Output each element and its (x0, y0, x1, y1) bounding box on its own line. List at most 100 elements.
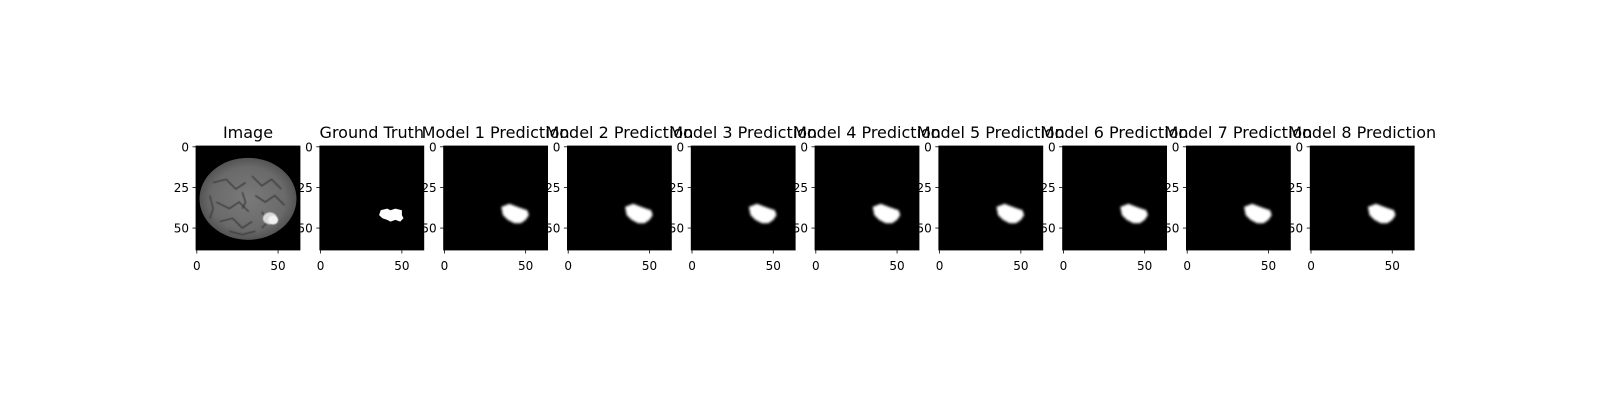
y-tick-label: 25 (917, 181, 932, 195)
image-area (815, 146, 919, 250)
axes-frame (319, 145, 425, 251)
axes-frame (690, 145, 796, 251)
x-tick-label: 50 (1013, 259, 1028, 273)
axes-frame (1062, 145, 1167, 251)
image-background (815, 146, 919, 250)
y-tick-label: 0 (553, 140, 561, 154)
x-tick-label: 50 (766, 259, 781, 273)
x-tick-label: 50 (1137, 259, 1152, 273)
y-tick-label: 50 (793, 222, 808, 236)
x-tick-label: 50 (394, 259, 409, 273)
y-tick-label: 25 (793, 181, 808, 195)
axes-frame (567, 145, 672, 251)
y-tick-label: 0 (800, 140, 808, 154)
image-background (938, 146, 1043, 250)
image-background (1186, 146, 1291, 250)
subplot-1: Image 0 25 50 0 50 (174, 123, 301, 273)
predicted-mask (748, 203, 777, 224)
subplot-title: Model 6 Prediction (1041, 123, 1189, 142)
image-background (319, 146, 424, 250)
subplot-title: Model 5 Prediction (917, 123, 1065, 142)
image-background (567, 146, 672, 250)
axes-frame (814, 145, 920, 251)
y-tick-label: 0 (1296, 140, 1304, 154)
y-tick-label: 0 (924, 140, 932, 154)
y-tick-label: 50 (174, 222, 189, 236)
subplot-grid: Image 0 25 50 0 50 Ground Truth 0 25 50 0 50 Model 1… (174, 123, 1436, 273)
ground-truth-mask (379, 208, 404, 222)
subplot-title: Model 3 Prediction (669, 123, 817, 142)
subplot-title: Model 8 Prediction (1288, 123, 1436, 142)
axes-frame (938, 145, 1044, 251)
image-background (1310, 146, 1415, 250)
y-tick-label: 50 (298, 222, 313, 236)
image-area (1310, 146, 1415, 250)
predicted-mask (872, 203, 901, 224)
x-tick-label: 50 (518, 259, 533, 273)
axes-frame (443, 145, 549, 251)
y-tick-label: 25 (174, 181, 189, 195)
x-tick-label: 0 (1183, 259, 1191, 273)
y-tick-label: 0 (305, 140, 313, 154)
image-area (1062, 146, 1167, 250)
image-area (1186, 146, 1291, 250)
subplot-title: Model 4 Prediction (793, 123, 941, 142)
subplot-title: Image (223, 123, 273, 142)
x-tick-label: 50 (1385, 259, 1400, 273)
image-area (691, 146, 796, 250)
y-tick-label: 0 (1172, 140, 1180, 154)
subplot-title: Model 1 Prediction (422, 123, 570, 142)
x-tick-label: 0 (1060, 259, 1068, 273)
predicted-mask (625, 203, 653, 224)
x-tick-label: 50 (889, 259, 904, 273)
y-tick-label: 25 (421, 181, 436, 195)
tumor-region (262, 212, 279, 225)
predicted-mask (1367, 203, 1396, 224)
predicted-mask (1244, 203, 1272, 224)
image-background (691, 146, 796, 250)
y-tick-label: 25 (298, 181, 313, 195)
y-tick-label: 25 (1288, 181, 1303, 195)
y-tick-label: 0 (1048, 140, 1056, 154)
y-tick-label: 25 (1040, 181, 1055, 195)
predicted-mask (501, 203, 529, 224)
y-tick-label: 0 (677, 140, 685, 154)
y-tick-label: 25 (545, 181, 560, 195)
y-tick-label: 0 (429, 140, 437, 154)
y-tick-label: 25 (1164, 181, 1179, 195)
y-tick-label: 50 (1288, 222, 1303, 236)
brain-tissue (199, 157, 297, 240)
y-tick-label: 50 (669, 222, 684, 236)
y-tick-label: 50 (545, 222, 560, 236)
brain-texture (209, 175, 286, 236)
axes-frame (1309, 145, 1415, 251)
predicted-mask (1120, 203, 1148, 224)
axes-frame (195, 145, 301, 251)
image-area (443, 146, 548, 250)
x-tick-label: 0 (1307, 259, 1315, 273)
x-tick-label: 0 (812, 259, 820, 273)
y-tick-label: 50 (421, 222, 436, 236)
predicted-mask (996, 203, 1025, 224)
axes-frame (1186, 145, 1291, 251)
subplot-title: Model 7 Prediction (1164, 123, 1312, 142)
x-tick-label: 0 (936, 259, 944, 273)
subplot-title: Ground Truth (320, 123, 425, 142)
image-area (319, 146, 424, 250)
x-tick-label: 50 (270, 259, 285, 273)
image-area (567, 146, 672, 250)
subplot-2: Ground Truth 0 25 50 0 50 (298, 123, 425, 273)
image-area (938, 146, 1043, 250)
y-tick-label: 50 (1164, 222, 1179, 236)
y-tick-label: 50 (917, 222, 932, 236)
x-tick-label: 0 (688, 259, 696, 273)
y-tick-label: 0 (181, 140, 189, 154)
y-tick-label: 50 (1040, 222, 1055, 236)
